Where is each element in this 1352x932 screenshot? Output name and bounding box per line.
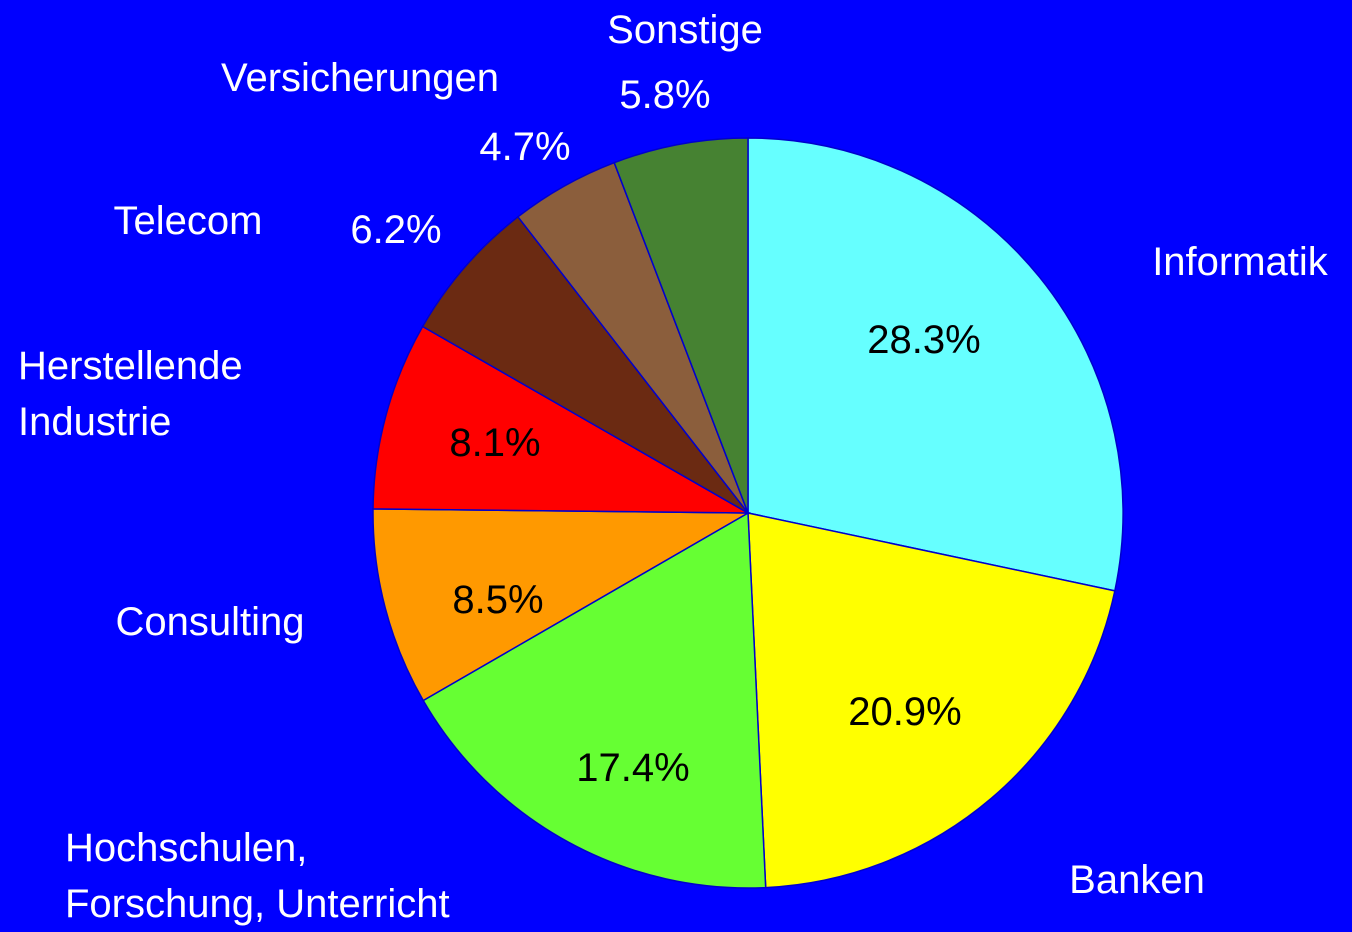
category-label: Banken [1069,858,1205,902]
value-label: 6.2% [350,208,442,252]
pie-slice [421,215,749,514]
value-label: 4.7% [479,125,571,169]
category-label: Versicherungen [221,56,499,100]
pie-slice [613,137,749,514]
category-label: Hochschulen, Forschung, Unterricht [65,826,450,926]
pie-slice [372,508,751,702]
category-label: Sonstige [607,8,763,52]
pie-slice [372,325,751,514]
category-label: Consulting [115,600,305,644]
value-label: 28.3% [867,318,981,362]
value-label: 17.4% [576,746,690,790]
pie-slice [747,137,1124,592]
pie-slice [422,511,767,889]
category-label: Telecom [113,199,263,243]
value-label: 8.5% [452,578,544,622]
value-label: 8.1% [449,421,541,465]
value-label: 5.8% [619,73,711,117]
category-label: Informatik [1152,240,1328,284]
value-label: 20.9% [848,690,962,734]
category-label: Herstellende Industrie [18,344,243,444]
pie-slice [747,512,1116,889]
